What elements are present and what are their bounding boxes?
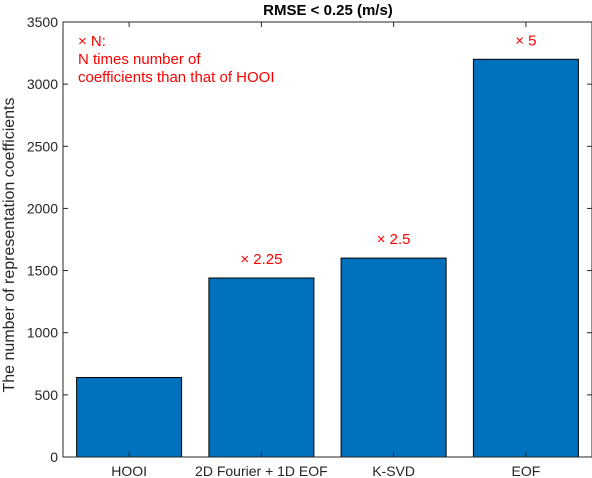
y-tick-label: 1500: [27, 263, 58, 279]
bar-value-label: × 2.25: [240, 251, 282, 268]
x-tick-label: 2D Fourier + 1D EOF: [195, 463, 328, 478]
y-tick-label: 3500: [27, 14, 58, 30]
annotation-line: N times number of: [78, 51, 201, 68]
x-tick-label: K-SVD: [372, 463, 415, 478]
bars-group: [76, 58, 579, 458]
bar-eof: [472, 58, 579, 458]
y-tick-label: 500: [35, 387, 59, 403]
bar-2d-fourier-1d-eof: [208, 277, 315, 458]
bar-labels-group: × 2.25 × 2.5 × 5: [240, 32, 536, 268]
y-tick-label: 2500: [27, 138, 58, 154]
axes-group: [62, 21, 592, 458]
y-tick-label: 2000: [27, 200, 58, 216]
bar-k-svd: [340, 257, 447, 458]
axes-box: [62, 21, 592, 458]
x-tick-label: EOF: [511, 463, 540, 478]
bar-hooi: [76, 377, 183, 458]
y-axis-label: The number of representation coefficient…: [1, 98, 18, 393]
chart-title: RMSE < 0.25 (m/s): [263, 2, 393, 19]
ticks-group: 0 500 1000 1500 2000 2500 3000 3500 HOOI 2D Fouri…: [27, 14, 592, 478]
bar-value-label: × 5: [515, 32, 536, 49]
bar-value-label: × 2.5: [377, 231, 411, 248]
y-tick-label: 3000: [27, 76, 58, 92]
x-tick-label: HOOI: [111, 463, 147, 478]
y-tick-label: 0: [50, 449, 58, 465]
annotation-line: × N:: [78, 33, 106, 50]
y-tick-label: 1000: [27, 325, 58, 341]
annotation-line: coefficients than that of HOOI: [78, 69, 275, 86]
